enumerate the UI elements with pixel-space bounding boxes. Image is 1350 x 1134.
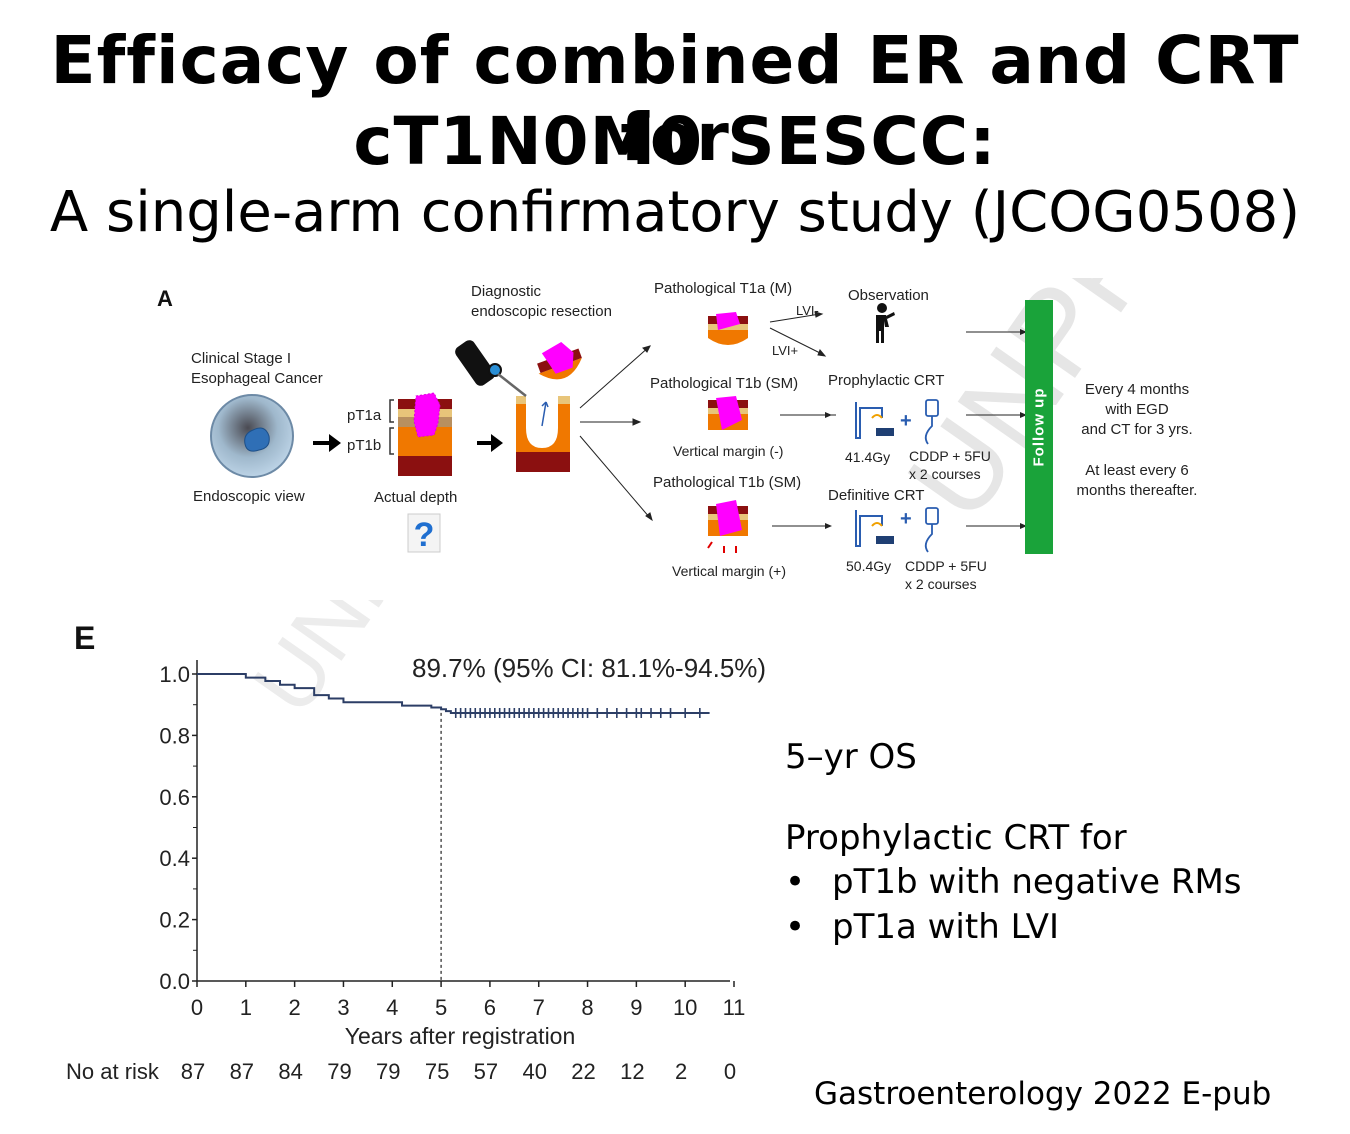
x-tick-label: 2 — [289, 995, 301, 1020]
dose-50-label: 50.4Gy — [846, 558, 892, 574]
t1b-positive-margin-image — [707, 500, 748, 553]
at-risk-count: 0 — [724, 1059, 736, 1084]
courses-1-label: x 2 courses — [909, 466, 981, 482]
dose-41-label: 41.4Gy — [845, 449, 891, 465]
at-risk-label: No at risk — [66, 1059, 160, 1084]
pt1b-label: pT1b — [347, 437, 382, 454]
os-label: 5–yr OS — [785, 737, 917, 777]
courses-2-label: x 2 courses — [905, 576, 977, 592]
x-tick-label: 3 — [337, 995, 349, 1020]
y-tick-label: 0.0 — [159, 969, 190, 994]
endoscopic-resection-label: endoscopic resection — [471, 303, 612, 320]
x-tick-label: 8 — [581, 995, 593, 1020]
survival-curve — [197, 673, 710, 714]
crt-heading: Prophylactic CRT for — [785, 818, 1127, 858]
plus-sign-1: + — [900, 410, 912, 432]
at-risk-count: 79 — [376, 1059, 400, 1084]
actual-depth-label: Actual depth — [374, 489, 458, 506]
at-risk-count: 79 — [327, 1059, 351, 1084]
clinical-stage-label: Clinical Stage I — [191, 350, 292, 367]
bullet-symbol: • — [785, 907, 806, 947]
resected-specimen-image — [537, 342, 582, 380]
pt1a-label: pT1a — [347, 407, 382, 424]
pathological-t1b-label-2: Pathological T1b (SM) — [653, 474, 802, 491]
followup-line-2: with EGD — [1105, 401, 1169, 418]
lvi-positive-label: LVI+ — [772, 343, 799, 358]
at-risk-count: 22 — [571, 1059, 595, 1084]
at-risk-count: 87 — [230, 1059, 254, 1084]
x-tick-label: 0 — [191, 995, 203, 1020]
y-tick-label: 1.0 — [159, 662, 190, 687]
bullet-symbol: • — [785, 862, 806, 902]
followup-line-1: Every 4 months — [1084, 381, 1190, 398]
pathological-t1a-label: Pathological T1a (M) — [654, 280, 793, 297]
followup-line-4: At least every 6 — [1085, 462, 1189, 479]
panel-a-letter: A — [157, 286, 173, 311]
vertical-margin-negative-label: Vertical margin (-) — [673, 443, 784, 459]
at-risk-count: 87 — [181, 1059, 205, 1084]
followup-line-5: months thereafter. — [1076, 482, 1198, 499]
definitive-crt-label: Definitive CRT — [828, 487, 925, 504]
resection-image — [516, 394, 570, 472]
plus-sign-2: + — [900, 508, 912, 530]
x-tick-label: 6 — [484, 995, 496, 1020]
iv-bag-icon — [924, 507, 939, 553]
y-tick-label: 0.6 — [159, 785, 190, 810]
survival-annotation: 89.7% (95% CI: 81.1%-94.5%) — [412, 653, 766, 683]
arrow-right-icon — [477, 434, 503, 452]
question-icon: ? — [414, 516, 435, 554]
at-risk-count: 75 — [425, 1059, 449, 1084]
slide-title-line1: Efficacy of combined ER and CRT for — [50, 22, 1300, 176]
radiation-machine-icon — [855, 402, 894, 439]
citation: Gastroenterology 2022 E-pub — [814, 1076, 1272, 1112]
radiation-machine-icon — [855, 510, 894, 547]
chemo-1-label: CDDP + 5FU — [909, 448, 991, 464]
followup-line-3: and CT for 3 yrs. — [1081, 421, 1193, 438]
t1a-specimen-image — [708, 312, 748, 345]
x-tick-label: 11 — [723, 995, 746, 1020]
prophylactic-crt-label: Prophylactic CRT — [828, 372, 945, 389]
x-tick-label: 10 — [673, 995, 697, 1020]
at-risk-count: 57 — [474, 1059, 498, 1084]
t1b-specimen-image — [708, 396, 748, 430]
x-tick-label: 7 — [533, 995, 545, 1020]
study-flow-diagram: UNPROOF ? — [210, 278, 1220, 554]
bullet-item-1: pT1b with negative RMs — [832, 862, 1242, 902]
lvi-negative-label: LVI- — [796, 303, 819, 318]
arrow-right-icon — [313, 434, 341, 452]
x-axis-label: Years after registration — [345, 1023, 576, 1049]
panel-e-letter: E — [74, 620, 96, 656]
slide-subtitle: A single-arm confirmatory study (JCOG050… — [49, 180, 1301, 245]
follow-up-label: Follow up — [1030, 387, 1048, 467]
x-tick-label: 5 — [435, 995, 447, 1020]
kaplan-meier-chart: UNPROOF 0.00.20.40.60.81.0 0123456789101… — [66, 600, 766, 1084]
slide-title-line2: cT1N0M0 SESCC: — [353, 103, 997, 180]
endoscopic-view-label: Endoscopic view — [193, 488, 305, 505]
observation-label: Observation — [848, 287, 929, 304]
at-risk-count: 40 — [522, 1059, 546, 1084]
esophageal-cancer-label: Esophageal Cancer — [191, 370, 323, 387]
y-tick-label: 0.4 — [159, 846, 190, 871]
observer-icon — [876, 303, 895, 343]
y-tick-label: 0.2 — [159, 908, 190, 933]
at-risk-count: 84 — [278, 1059, 302, 1084]
x-tick-label: 4 — [386, 995, 398, 1020]
iv-bag-icon — [924, 399, 939, 445]
chemo-2-label: CDDP + 5FU — [905, 558, 987, 574]
x-tick-label: 9 — [630, 995, 642, 1020]
depth-layers-image — [398, 392, 452, 476]
at-risk-count: 2 — [675, 1059, 687, 1084]
bullet-item-2: pT1a with LVI — [832, 907, 1060, 947]
lesion-shape — [244, 427, 270, 452]
at-risk-count: 12 — [620, 1059, 644, 1084]
x-tick-label: 1 — [240, 995, 252, 1020]
vertical-margin-positive-label: Vertical margin (+) — [672, 563, 786, 579]
endoscope-icon — [455, 340, 527, 397]
diagnostic-label: Diagnostic — [471, 283, 542, 300]
pathological-t1b-label-1: Pathological T1b (SM) — [650, 375, 799, 392]
follow-up-bar: Follow up — [1025, 300, 1053, 554]
y-tick-label: 0.8 — [159, 723, 190, 748]
